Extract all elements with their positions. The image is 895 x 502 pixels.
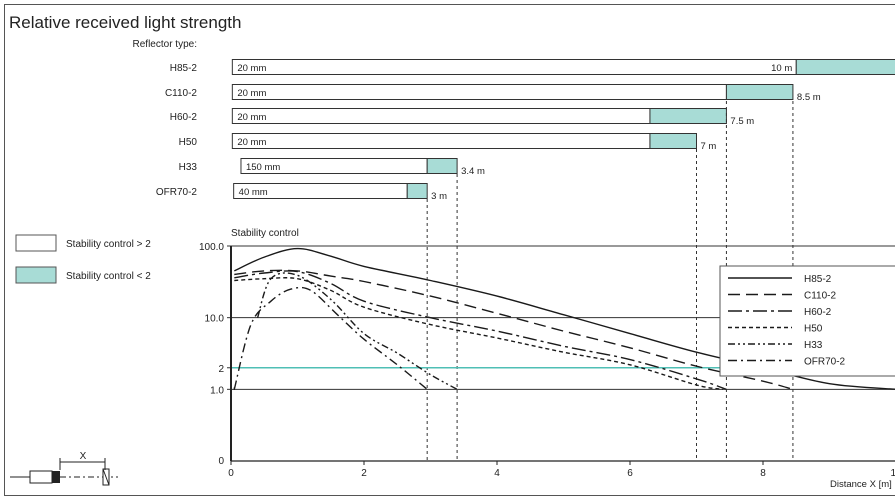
range-max-label-C110-2: 8.5 m: [797, 92, 821, 103]
series-line-H50: [234, 277, 724, 390]
legend-label-H33: H33: [804, 340, 823, 351]
range-max-label-H50: 7 m: [701, 141, 717, 152]
reflector-hatch-icon: [102, 468, 110, 486]
legend-label-H60-2: H60-2: [804, 307, 832, 318]
range-min-label-H85-2: 20 mm: [237, 63, 266, 74]
range-bar-marginal-OFR70-2: [406, 183, 428, 199]
y-tick-label-2: 10.0: [205, 314, 225, 325]
reflector-name-H50: H50: [179, 137, 198, 148]
reflector-name-H85-2: H85-2: [170, 63, 198, 74]
x-tick-label-1: 0: [228, 468, 234, 479]
legend-label-range-2: Stability control < 2: [66, 271, 151, 282]
range-max-label-H85-2: 10 m: [771, 63, 792, 74]
legend-label-OFR70-2: OFR70-2: [804, 357, 846, 368]
range-min-label-H50: 20 mm: [237, 137, 266, 148]
range-max-label-H60-2: 7.5 m: [730, 116, 754, 127]
reflector-type-label: Reflector type:: [133, 39, 197, 50]
reflector-name-OFR70-2: OFR70-2: [156, 187, 198, 198]
series-line-C110-2: [234, 269, 794, 390]
y-axis-label: Stability control: [231, 228, 299, 239]
range-max-label-H33: 3.4 m: [461, 166, 485, 177]
range-bar-stable-C110-2: [231, 84, 727, 100]
legend-label-H50: H50: [804, 324, 823, 335]
range-bar-marginal-H33: [426, 158, 458, 174]
chart-frame: [4, 4, 895, 496]
legend-swatch-range-2: [15, 266, 57, 284]
legend-label-C110-2: C110-2: [804, 291, 836, 302]
legend-swatch-range-1: [15, 234, 57, 252]
x-tick-label-6: 10: [890, 468, 895, 479]
sensor-body-icon: [29, 470, 53, 484]
range-max-label-OFR70-2: 3 m: [431, 191, 447, 202]
range-bar-marginal-C110-2: [725, 84, 794, 100]
series-line-H33: [256, 272, 458, 390]
sensor-lens-icon: [52, 471, 60, 483]
x-axis-label: Distance X [m]: [830, 479, 892, 490]
series-legend-box: [719, 265, 895, 377]
x-tick-label-3: 4: [494, 468, 500, 479]
reflector-name-C110-2: C110-2: [165, 88, 197, 99]
x-tick-label-5: 8: [760, 468, 766, 479]
y-tick-label-4: 1.0: [210, 385, 224, 396]
range-min-label-H60-2: 20 mm: [237, 112, 266, 123]
series-line-OFR70-2: [233, 286, 428, 390]
x-tick-label-2: 2: [361, 468, 367, 479]
y-origin-label: 0: [218, 456, 224, 467]
range-bar-stable-H50: [231, 133, 651, 149]
y-tick-label-1: 100.0: [199, 242, 224, 253]
range-bar-stable-H85-2: [231, 59, 797, 75]
y-tick-label-3: 2: [218, 364, 224, 375]
reflector-name-H33: H33: [179, 162, 198, 173]
x-tick-label-4: 6: [627, 468, 633, 479]
reflector-name-H60-2: H60-2: [170, 112, 198, 123]
legend-label-range-1: Stability control > 2: [66, 239, 151, 250]
range-min-label-C110-2: 20 mm: [237, 88, 266, 99]
range-min-label-H33: 150 mm: [246, 162, 280, 173]
range-bar-marginal-H60-2: [649, 108, 727, 124]
series-line-H60-2: [234, 270, 727, 390]
range-bar-marginal-H50: [649, 133, 698, 149]
distance-symbol-label: X: [80, 451, 87, 462]
legend-label-H85-2: H85-2: [804, 274, 832, 285]
range-bar-marginal-H85-2: [795, 59, 895, 75]
range-bar-stable-H60-2: [231, 108, 651, 124]
chart-title: Relative received light strength: [9, 13, 241, 32]
range-min-label-OFR70-2: 40 mm: [239, 187, 268, 198]
